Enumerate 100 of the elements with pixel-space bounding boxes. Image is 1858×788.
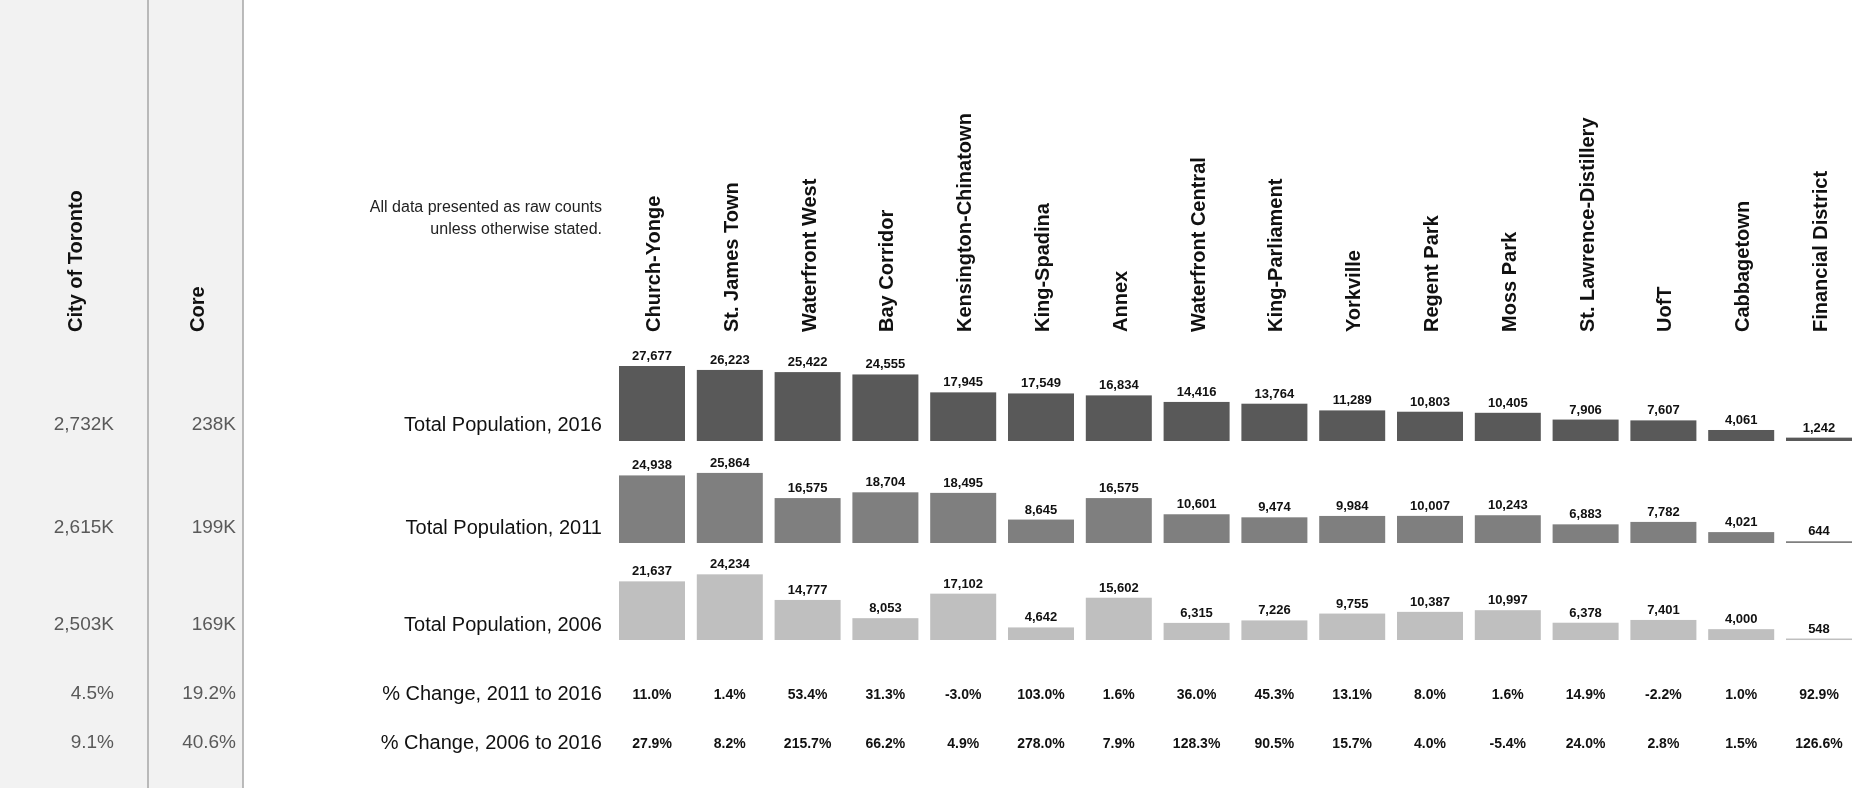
data-label: 24,938 [632, 457, 672, 473]
data-label: 21,637 [632, 563, 672, 579]
bar [930, 492, 997, 543]
bar [619, 581, 685, 640]
category-label: % Change, 2006 to 2016 [380, 731, 602, 753]
text: 278.0% [1017, 735, 1065, 751]
text: 128.3% [1172, 735, 1221, 751]
bar [1241, 620, 1308, 640]
bar [1008, 519, 1074, 543]
data-label: 4,021 [1724, 514, 1758, 530]
data-label: 9,984 [1335, 497, 1370, 513]
text: 27.9% [632, 735, 672, 751]
bar [774, 372, 841, 441]
text: -5.4% [1489, 735, 1527, 751]
text: 1.6% [1491, 686, 1524, 702]
data-label: 1,242 [1802, 419, 1836, 435]
data-label: 18,495 [943, 474, 984, 490]
data-label: 16,575 [1098, 480, 1139, 496]
data-label: 16,834 [1098, 377, 1140, 393]
text: 199K [191, 516, 236, 537]
data-label: 26,223 [709, 351, 750, 367]
bar [1085, 597, 1152, 640]
data-label: 17,945 [943, 374, 984, 390]
text: 1.0% [1725, 686, 1758, 702]
data-label: 10,007 [1410, 497, 1450, 513]
x-tick-label: Yorkville [1342, 250, 1365, 332]
bar [696, 369, 763, 441]
bar [1630, 521, 1697, 543]
bar [1085, 498, 1152, 543]
bar [1708, 532, 1775, 543]
text: 13.1% [1332, 686, 1373, 702]
x-tick-label: Kensington-Chinatown [953, 113, 976, 332]
text: 1.5% [1725, 735, 1758, 751]
text: 24.0% [1565, 735, 1606, 751]
data-label: 4,061 [1724, 412, 1758, 427]
text: 31.3% [865, 686, 906, 702]
bar [1630, 619, 1697, 640]
data-label: 7,401 [1647, 601, 1680, 617]
text: 19.2% [182, 682, 236, 703]
data-label: 24,234 [709, 556, 751, 572]
data-label: 9,474 [1258, 499, 1292, 515]
bar [1008, 627, 1074, 640]
text: 90.5% [1254, 735, 1295, 751]
data-label: 14,777 [787, 581, 828, 597]
data-label: 11,289 [1332, 392, 1372, 408]
data-label: 6,378 [1569, 604, 1602, 620]
bar [1552, 419, 1619, 441]
text: 36.0% [1176, 686, 1217, 702]
bar [1085, 395, 1152, 441]
text: 2.8% [1647, 735, 1680, 751]
text: 103.0% [1017, 686, 1065, 702]
data-label: 7,607 [1647, 402, 1680, 418]
data-label: 10,601 [1176, 496, 1217, 512]
bar [1319, 613, 1386, 640]
bar [1319, 410, 1386, 441]
data-label: 6,883 [1569, 506, 1602, 522]
text: 40.6% [182, 731, 236, 752]
bar [1708, 629, 1775, 640]
bar [619, 475, 685, 543]
text: -3.0% [944, 686, 982, 702]
data-label: 7,906 [1569, 401, 1602, 417]
data-label: 10,997 [1487, 592, 1528, 608]
text: 92.9% [1799, 686, 1839, 702]
data-label: 15,602 [1098, 579, 1139, 595]
bar [1319, 515, 1386, 543]
data-label: 10,803 [1410, 393, 1450, 409]
data-label: 10,405 [1487, 394, 1528, 410]
x-tick-label: Financial District [1809, 170, 1831, 332]
data-label: 13,764 [1254, 385, 1296, 401]
text: 7.9% [1102, 735, 1135, 751]
bar [1397, 515, 1463, 543]
x-tick-label: St. James Town [719, 182, 742, 332]
category-label: % Change, 2011 to 2016 [382, 682, 602, 704]
data-label: 6,315 [1180, 604, 1213, 620]
bar [1552, 622, 1619, 640]
data-label: 14,416 [1176, 383, 1217, 399]
text: 9.1% [70, 731, 114, 752]
data-label: 16,575 [787, 480, 828, 496]
text: 2,503K [53, 613, 114, 634]
data-label: 10,387 [1410, 593, 1450, 609]
text: 2,732K [53, 413, 114, 434]
bar [619, 366, 685, 441]
bar [1630, 420, 1697, 441]
bar [930, 593, 997, 640]
text: 53.4% [787, 686, 828, 702]
bar [1397, 611, 1463, 640]
x-tick-label: Waterfront West [797, 178, 820, 332]
data-label: 27,677 [632, 348, 672, 363]
text: 66.2% [865, 735, 906, 751]
text: 2,615K [53, 516, 114, 537]
data-label: 9,755 [1335, 595, 1369, 611]
data-label: 17,549 [1021, 375, 1061, 391]
x-tick-label: Regent Park [1420, 214, 1442, 332]
x-tick-label: Annex [1108, 270, 1131, 332]
bar [930, 392, 997, 441]
bar [1008, 393, 1074, 441]
x-tick-label: Waterfront Central [1186, 157, 1209, 332]
text: -2.2% [1645, 686, 1682, 702]
data-label: 644 [1808, 523, 1831, 539]
bar [852, 618, 919, 640]
